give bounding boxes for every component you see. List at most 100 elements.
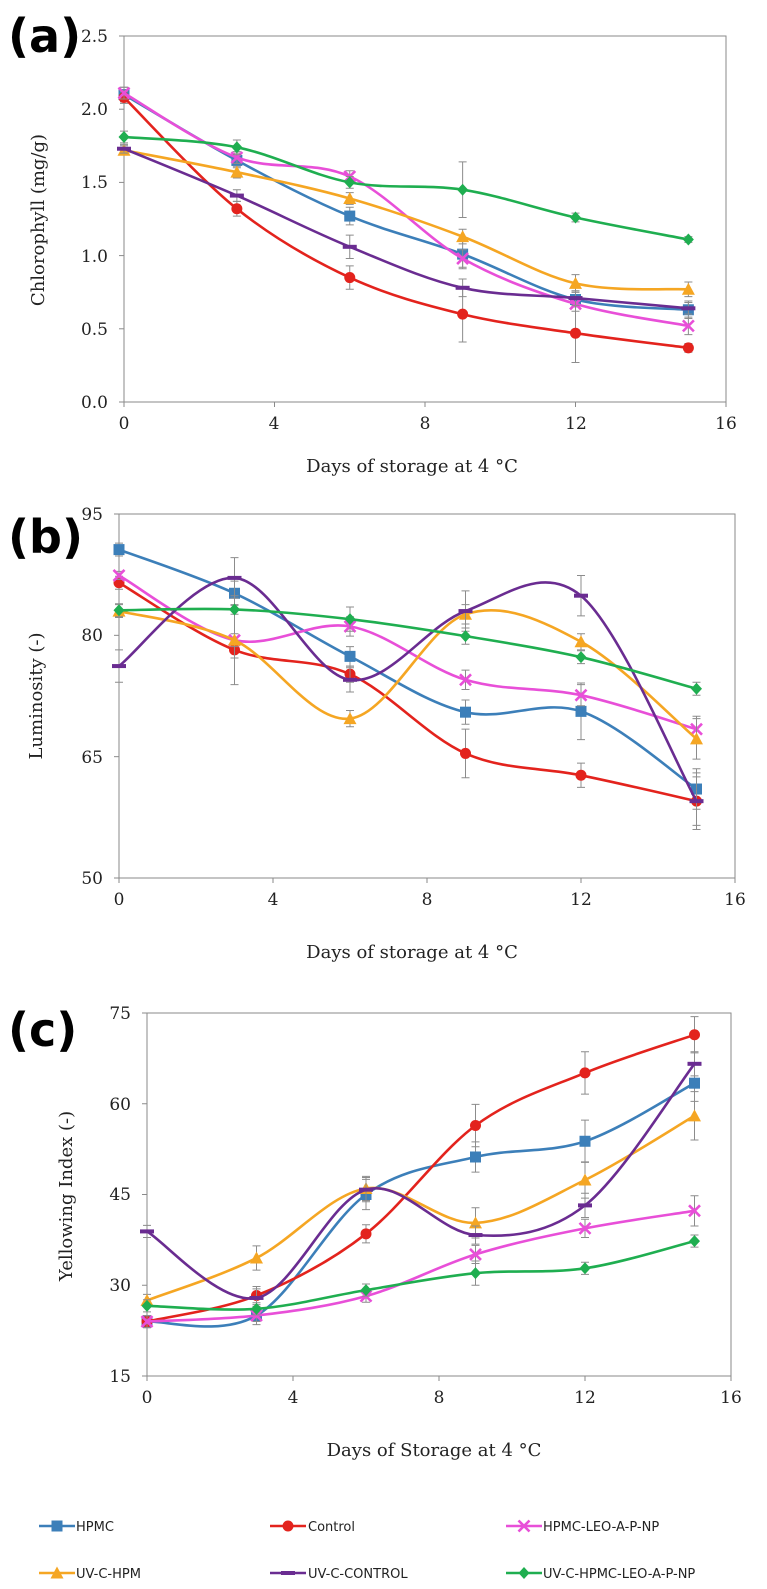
y-axis-title-a: Chlorophyll (mg/g) xyxy=(28,134,49,306)
series-uv-c-hpmc-leo-a-p-np xyxy=(113,603,702,696)
data-point xyxy=(688,1109,701,1122)
y-axis-title-b: Luminosity (-) xyxy=(26,632,47,759)
data-point xyxy=(579,1067,591,1079)
series-line xyxy=(145,1209,696,1323)
legend-label: UV-C-HPM xyxy=(76,1567,141,1582)
data-point xyxy=(575,651,587,664)
legend-item-uv-c-hpmc-leo-a-p-np[interactable]: UV-C-HPMC-LEO-A-P-NP xyxy=(506,1567,695,1582)
data-point xyxy=(575,705,587,717)
data-point xyxy=(687,1061,702,1066)
x-tick-label: 12 xyxy=(570,890,592,910)
series-line xyxy=(117,581,698,803)
series-line xyxy=(122,147,690,310)
data-point xyxy=(456,252,470,265)
chart-panel-c: (c) 15 30 45 60 75 0 4 8 12 16 Days of S… xyxy=(8,1003,742,1461)
data-point xyxy=(359,1187,373,1192)
series-hpmc xyxy=(141,1064,700,1329)
y-tick-label: 0.5 xyxy=(81,320,108,340)
data-point xyxy=(689,799,704,804)
data-point xyxy=(112,664,126,669)
legend: HPMC Control HPMC-LEO-A-P-NP UV-C-HPM UV… xyxy=(39,1519,695,1583)
y-tick-labels-b: 50 65 80 95 xyxy=(81,505,103,889)
x-tick-labels-c: 0 4 8 12 16 xyxy=(142,1388,742,1408)
series-uv-c-hpm xyxy=(117,143,695,298)
x-tick-label: 4 xyxy=(288,1388,299,1408)
axis-ticks xyxy=(114,513,736,883)
x-tick-label: 0 xyxy=(119,414,130,434)
x-tick-label: 0 xyxy=(114,890,125,910)
legend-swatch xyxy=(39,1520,75,1532)
data-point xyxy=(569,276,582,289)
plot-area-b xyxy=(112,513,736,883)
data-point xyxy=(575,769,587,781)
data-point xyxy=(113,604,125,617)
data-point xyxy=(689,1077,700,1089)
data-point xyxy=(460,630,471,643)
data-point xyxy=(455,285,470,290)
plot-area-a xyxy=(117,35,727,407)
data-point xyxy=(689,1029,700,1041)
legend-marker xyxy=(50,1566,64,1579)
data-point xyxy=(469,1216,482,1229)
data-point xyxy=(470,1151,481,1163)
legend-marker xyxy=(282,1520,294,1532)
y-tick-label: 60 xyxy=(109,1095,131,1115)
data-point xyxy=(360,1228,372,1240)
series-line xyxy=(117,608,698,741)
data-point xyxy=(112,569,126,582)
data-point xyxy=(251,1302,262,1315)
x-tick-label: 12 xyxy=(574,1388,596,1408)
legend-marker xyxy=(518,1567,530,1579)
x-tick-label: 8 xyxy=(434,1388,445,1408)
legend-item-hpmc-leo-a-p-np[interactable]: HPMC-LEO-A-P-NP xyxy=(506,1519,659,1535)
data-point xyxy=(343,712,357,725)
data-point xyxy=(118,131,130,144)
series-control xyxy=(118,91,694,363)
legend-swatch xyxy=(270,1520,306,1532)
y-tick-label: 0.0 xyxy=(81,393,108,413)
legend-item-control[interactable]: Control xyxy=(270,1520,355,1535)
plot-frame-b xyxy=(118,513,736,879)
data-point xyxy=(579,1135,591,1147)
data-point xyxy=(140,1229,154,1234)
data-point xyxy=(570,211,581,224)
data-point xyxy=(682,342,694,354)
data-point xyxy=(457,308,469,320)
data-point xyxy=(570,327,581,339)
data-point xyxy=(470,1120,481,1132)
data-point xyxy=(457,183,469,196)
x-tick-label: 16 xyxy=(715,414,737,434)
y-tick-label: 30 xyxy=(109,1276,131,1296)
data-point xyxy=(344,176,356,189)
series-uv-c-hpmc-leo-a-p-np xyxy=(118,130,694,246)
data-point xyxy=(229,193,244,198)
legend-swatch xyxy=(506,1567,542,1579)
data-point xyxy=(343,677,357,682)
series-line xyxy=(117,576,698,803)
plot-frame-a xyxy=(123,35,727,403)
data-point xyxy=(578,1221,592,1235)
data-point xyxy=(456,230,470,243)
series-hpmc xyxy=(118,86,694,320)
y-tick-label: 15 xyxy=(109,1367,131,1387)
data-point xyxy=(113,544,125,556)
legend-label: UV-C-HPMC-LEO-A-P-NP xyxy=(543,1567,695,1582)
data-point xyxy=(574,593,588,598)
legend-item-hpmc[interactable]: HPMC xyxy=(39,1520,114,1535)
x-tick-label: 12 xyxy=(565,414,587,434)
data-point xyxy=(691,682,702,695)
series-uv-c-hpm xyxy=(140,1091,701,1307)
data-point xyxy=(140,1315,154,1328)
x-tick-label: 16 xyxy=(720,1388,742,1408)
series-uv-c-control xyxy=(112,557,704,826)
data-point xyxy=(117,146,131,151)
legend-label: Control xyxy=(308,1520,355,1535)
panel-label-a: (a) xyxy=(8,9,81,63)
y-tick-label: 1.5 xyxy=(81,173,108,193)
legend-item-uv-c-hpm[interactable]: UV-C-HPM xyxy=(39,1566,141,1583)
data-point xyxy=(231,203,243,215)
legend-item-uv-c-control[interactable]: UV-C-CONTROL xyxy=(270,1567,408,1582)
data-point xyxy=(458,609,473,614)
data-point xyxy=(250,1251,263,1264)
series-hpmc xyxy=(113,542,702,810)
